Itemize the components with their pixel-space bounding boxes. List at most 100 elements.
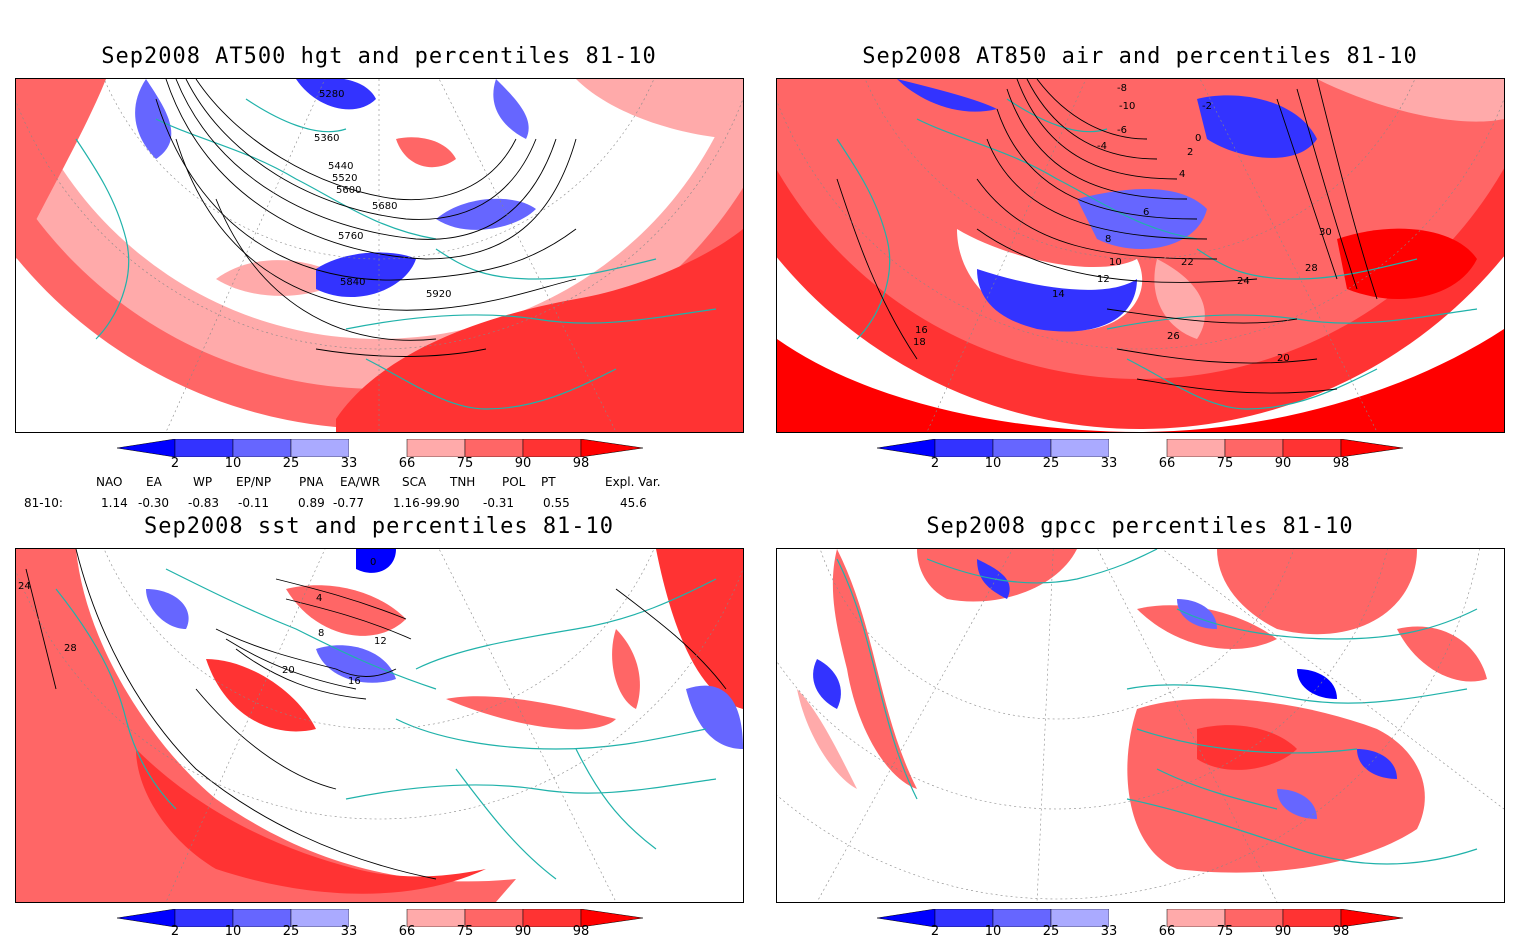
contour-label: 10: [1109, 257, 1122, 268]
colorbar-tick: 10: [984, 924, 1002, 939]
contour-label: 26: [1167, 331, 1180, 342]
contour-label: 12: [1097, 274, 1110, 285]
contour-label: 22: [1181, 257, 1194, 268]
index-header: TNH: [450, 475, 476, 489]
index-header: NAO: [96, 475, 123, 489]
index-value: 45.6: [620, 496, 647, 510]
colorbar-tick: 66: [398, 924, 416, 939]
colorbar-tick: 90: [1274, 456, 1292, 471]
colorbar-tick: 90: [1274, 924, 1292, 939]
contour-label: 5920: [426, 289, 451, 300]
colorbar-tick: 98: [1332, 456, 1350, 471]
index-value: -99.90: [421, 496, 460, 510]
colorbar-tick: 33: [340, 924, 358, 939]
contours: [836, 79, 1378, 394]
contour-labels: 24 28 20 16 12 8 4 0: [18, 557, 387, 687]
colorbar-tick: 2: [930, 924, 940, 939]
gridlines: [16, 549, 743, 902]
colorbar-tick: 2: [930, 456, 940, 471]
contours: [155, 79, 577, 357]
contour-label: 8: [1105, 234, 1111, 245]
map-panel-gpcc: [776, 548, 1505, 903]
index-value: -0.83: [188, 496, 220, 510]
contour-label: 4: [1179, 169, 1185, 180]
colorbar-tick: 66: [1158, 456, 1176, 471]
index-row-label: 81-10:: [24, 496, 63, 510]
index-header: EA/WR: [340, 475, 381, 489]
contour-label: 8: [318, 628, 324, 639]
contour-label: 12: [374, 636, 387, 647]
contour-label: -4: [1097, 141, 1107, 152]
map-panel-air850: -8 -10 -6 -4 -2 0 2 4 6 8 10 12 14 16 18…: [776, 78, 1505, 433]
colorbar-tick: 2: [170, 924, 180, 939]
percentile-shading: [16, 79, 743, 432]
index-header: POL: [502, 475, 526, 489]
contour-label: 28: [1305, 263, 1318, 274]
contour-label: 16: [348, 676, 361, 687]
contour-labels: -8 -10 -6 -4 -2 0 2 4 6 8 10 12 14 16 18…: [913, 83, 1332, 364]
contour-label: 24: [1237, 276, 1250, 287]
contour-label: 0: [1195, 133, 1201, 144]
index-header: SCA: [402, 475, 427, 489]
colorbar-tick: 98: [572, 924, 590, 939]
contour-label: 5360: [314, 133, 339, 144]
index-value: 1.16: [393, 496, 420, 510]
colorbar-tick: 90: [514, 456, 532, 471]
contour-label: 20: [1277, 353, 1290, 364]
contour-label: 24: [18, 581, 31, 592]
colorbar-tick: 10: [984, 456, 1002, 471]
colorbar-tick: 98: [572, 456, 590, 471]
colorbar-bottom-left: [116, 908, 644, 931]
contour-label: 5440: [328, 161, 353, 172]
colorbar-tick: 90: [514, 924, 532, 939]
colorbar-tick: 75: [1216, 924, 1234, 939]
contour-label: 16: [915, 325, 928, 336]
index-value: 1.14: [101, 496, 128, 510]
index-header: WP: [193, 475, 213, 489]
colorbar-tick: 66: [1158, 924, 1176, 939]
gridlines: [16, 79, 743, 432]
index-value: -0.31: [483, 496, 515, 510]
map-panel-hgt500: 5280 5360 5440 5520 5600 5680 5760 5840 …: [15, 78, 744, 433]
index-value: -0.11: [238, 496, 270, 510]
colorbar-tick: 75: [456, 456, 474, 471]
contour-label: 5760: [338, 231, 363, 242]
colorbar-tick: 10: [224, 924, 242, 939]
panel-title-hgt500: Sep2008 AT500 hgt and percentiles 81-10: [101, 44, 657, 69]
coastlines: [75, 98, 717, 410]
panel-title-sst: Sep2008 sst and percentiles 81-10: [143, 514, 615, 539]
panel-title-gpcc: Sep2008 gpcc percentiles 81-10: [926, 514, 1354, 539]
colorbar-top-left: [116, 438, 644, 461]
index-header: PT: [541, 475, 556, 489]
contour-label: -6: [1117, 125, 1127, 136]
contour-label: 5280: [319, 89, 344, 100]
contour-label: 14: [1052, 289, 1065, 300]
colorbar-tick: 33: [340, 456, 358, 471]
colorbar-tick: 33: [1100, 456, 1118, 471]
colorbar-tick: 66: [398, 456, 416, 471]
teleconnection-indices: NAO EA WP EP/NP PNA EA/WR SCA TNH POL PT…: [0, 475, 700, 513]
index-header: EA: [146, 475, 162, 489]
gridlines: [777, 79, 1504, 432]
colorbar-tick: 75: [456, 924, 474, 939]
map-panel-sst: 24 28 20 16 12 8 4 0: [15, 548, 744, 903]
contour-label: 6: [1143, 207, 1149, 218]
contour-label: 2: [1187, 147, 1193, 158]
contour-label: 20: [282, 665, 295, 676]
contour-label: 4: [316, 593, 322, 604]
contour-label: -8: [1117, 83, 1127, 94]
colorbar-bottom-right: [876, 908, 1404, 931]
index-value: 0.55: [543, 496, 570, 510]
colorbar-tick: 25: [282, 924, 300, 939]
colorbar-tick: 10: [224, 456, 242, 471]
contours: [25, 549, 727, 880]
contour-label: 5840: [340, 277, 365, 288]
index-header: Expl. Var.: [605, 475, 661, 489]
index-value: -0.77: [333, 496, 365, 510]
contour-label: 5680: [372, 201, 397, 212]
index-header: EP/NP: [236, 475, 272, 489]
panel-title-air850: Sep2008 AT850 air and percentiles 81-10: [862, 44, 1418, 69]
percentile-shading: [16, 549, 743, 902]
contour-labels: 5280 5360 5440 5520 5600 5680 5760 5840 …: [314, 89, 451, 300]
colorbar-tick: 75: [1216, 456, 1234, 471]
